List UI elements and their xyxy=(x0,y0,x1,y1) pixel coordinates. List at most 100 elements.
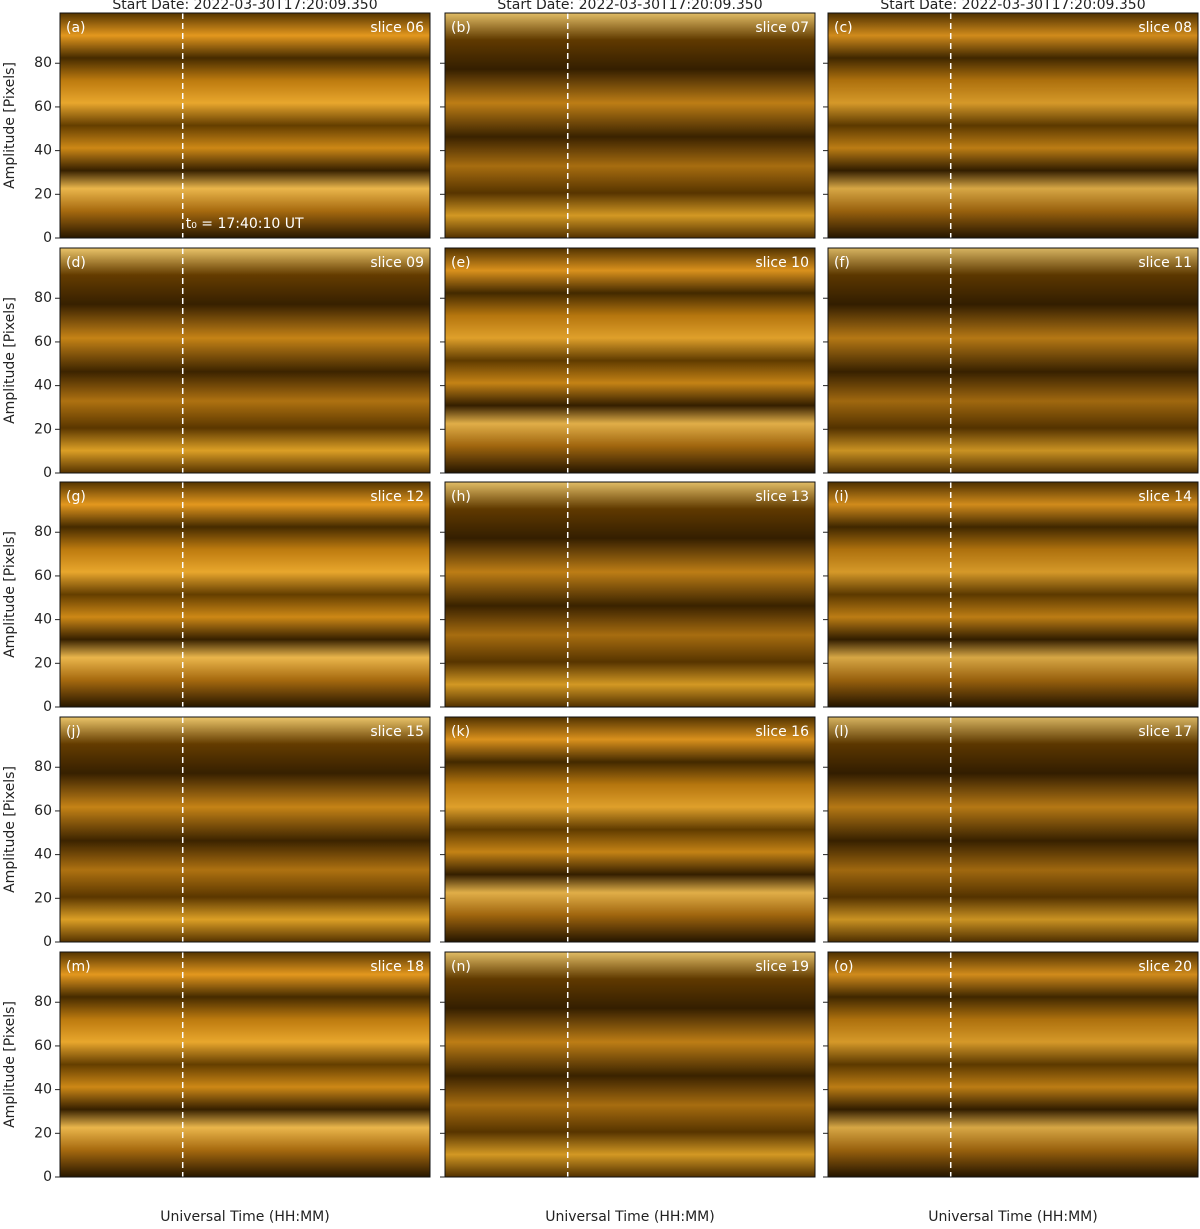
x-axis-label: Universal Time (HH:MM) xyxy=(545,1209,714,1225)
panel: (k) slice 16 xyxy=(440,716,816,943)
onset-annotation: t₀ = 17:40:10 UT xyxy=(186,216,304,232)
plot-frame xyxy=(59,951,431,1178)
column-title: Start Date: 2022-03-30T17:20:09.350 xyxy=(880,0,1145,13)
panel: 0 20 40 60 80 (d) slice 09 Amplitude [Pixels] xyxy=(2,247,431,481)
image-shade xyxy=(445,13,815,238)
y-axis-label: Amplitude [Pixels] xyxy=(2,531,18,658)
panel-label: (d) xyxy=(66,255,86,271)
slice-label: slice 19 xyxy=(755,959,809,975)
image-shade xyxy=(60,717,430,942)
panel-label: (m) xyxy=(66,959,91,975)
image-background xyxy=(828,717,1198,942)
panel: 0 20 40 60 80 (a) slice 06 t₀ = 17:40:10 UT Star… xyxy=(2,0,431,246)
y-tick-label: 60 xyxy=(34,99,52,115)
panel-label: (c) xyxy=(834,20,853,36)
y-tick-label: 60 xyxy=(34,334,52,350)
y-tick-label: 20 xyxy=(34,186,52,202)
panel: 17:3017:4518:0018:15(n)slice 19Universal… xyxy=(440,951,816,1225)
y-tick-label: 0 xyxy=(43,699,52,715)
plot-frame xyxy=(444,716,816,943)
panel: 0 20 40 60 80 (g) slice 12 Amplitude [Pixels] xyxy=(2,481,431,715)
image-background xyxy=(60,13,430,238)
slice-label: slice 16 xyxy=(755,724,809,740)
image-shade xyxy=(445,248,815,473)
y-tick-label: 0 xyxy=(43,230,52,246)
x-axis-label: Universal Time (HH:MM) xyxy=(928,1209,1097,1225)
plot-frame xyxy=(827,247,1199,474)
y-tick-label: 40 xyxy=(34,847,52,863)
panel-label: (j) xyxy=(66,724,81,740)
y-tick-label: 40 xyxy=(34,612,52,628)
image-shade xyxy=(60,952,430,1177)
panel: (c) slice 08 Start Date: 2022-03-30T17:20:… xyxy=(823,0,1199,239)
slice-label: slice 13 xyxy=(755,489,809,505)
panel: 17:3017:4518:0018:15(o)slice 20Universal… xyxy=(823,951,1199,1225)
slice-label: slice 11 xyxy=(1138,255,1192,271)
panel-label: (b) xyxy=(451,20,471,36)
image-shade xyxy=(445,952,815,1177)
y-tick-label: 60 xyxy=(34,803,52,819)
image-background xyxy=(445,13,815,238)
slice-label: slice 20 xyxy=(1138,959,1192,975)
panel-label: (n) xyxy=(451,959,471,975)
image-shade xyxy=(828,482,1198,707)
y-axis-label: Amplitude [Pixels] xyxy=(2,766,18,893)
panel: (h) slice 13 xyxy=(440,481,816,708)
image-background xyxy=(60,482,430,707)
y-tick-label: 20 xyxy=(34,890,52,906)
y-tick-label: 40 xyxy=(34,143,52,159)
panel-label: (i) xyxy=(834,489,849,505)
plot-frame xyxy=(59,481,431,708)
plot-frame xyxy=(827,12,1199,239)
image-background xyxy=(60,248,430,473)
image-shade xyxy=(828,717,1198,942)
y-tick-label: 0 xyxy=(43,465,52,481)
y-tick-label: 80 xyxy=(34,994,52,1010)
slice-label: slice 06 xyxy=(370,20,424,36)
plot-frame xyxy=(59,716,431,943)
plot-frame xyxy=(444,12,816,239)
image-shade xyxy=(828,13,1198,238)
panel: (e) slice 10 xyxy=(440,247,816,474)
slice-label: slice 14 xyxy=(1138,489,1192,505)
panel-label: (l) xyxy=(834,724,849,740)
image-background xyxy=(60,717,430,942)
image-shade xyxy=(60,248,430,473)
panel-label: (f) xyxy=(834,255,850,271)
y-tick-label: 80 xyxy=(34,524,52,540)
y-tick-label: 20 xyxy=(34,421,52,437)
image-background xyxy=(828,248,1198,473)
plot-frame xyxy=(827,481,1199,708)
image-background xyxy=(445,717,815,942)
plot-frame xyxy=(59,247,431,474)
plot-frame xyxy=(444,951,816,1178)
slice-label: slice 12 xyxy=(370,489,424,505)
panel: (b) slice 07 Start Date: 2022-03-30T17:20:… xyxy=(440,0,816,239)
panel: (i) slice 14 xyxy=(823,481,1199,708)
y-axis-label: Amplitude [Pixels] xyxy=(2,62,18,189)
y-tick-label: 20 xyxy=(34,655,52,671)
image-background xyxy=(445,248,815,473)
panel-label: (h) xyxy=(451,489,471,505)
panel: 17:3017:4518:0018:15020406080(m)slice 18… xyxy=(2,951,431,1225)
y-tick-label: 60 xyxy=(34,1038,52,1054)
y-axis-label: Amplitude [Pixels] xyxy=(2,297,18,424)
image-shade xyxy=(60,482,430,707)
panel-label: (a) xyxy=(66,20,86,36)
x-axis-label: Universal Time (HH:MM) xyxy=(160,1209,329,1225)
y-tick-label: 0 xyxy=(43,934,52,950)
slice-label: slice 17 xyxy=(1138,724,1192,740)
y-tick-label: 60 xyxy=(34,568,52,584)
y-tick-label: 40 xyxy=(34,1082,52,1098)
image-background xyxy=(828,952,1198,1177)
y-tick-label: 80 xyxy=(34,55,52,71)
image-shade xyxy=(445,717,815,942)
plot-frame xyxy=(59,12,431,239)
slice-label: slice 15 xyxy=(370,724,424,740)
plot-frame xyxy=(444,481,816,708)
image-background xyxy=(445,952,815,1177)
panel-label: (k) xyxy=(451,724,470,740)
panel-label: (e) xyxy=(451,255,471,271)
image-shade xyxy=(828,952,1198,1177)
